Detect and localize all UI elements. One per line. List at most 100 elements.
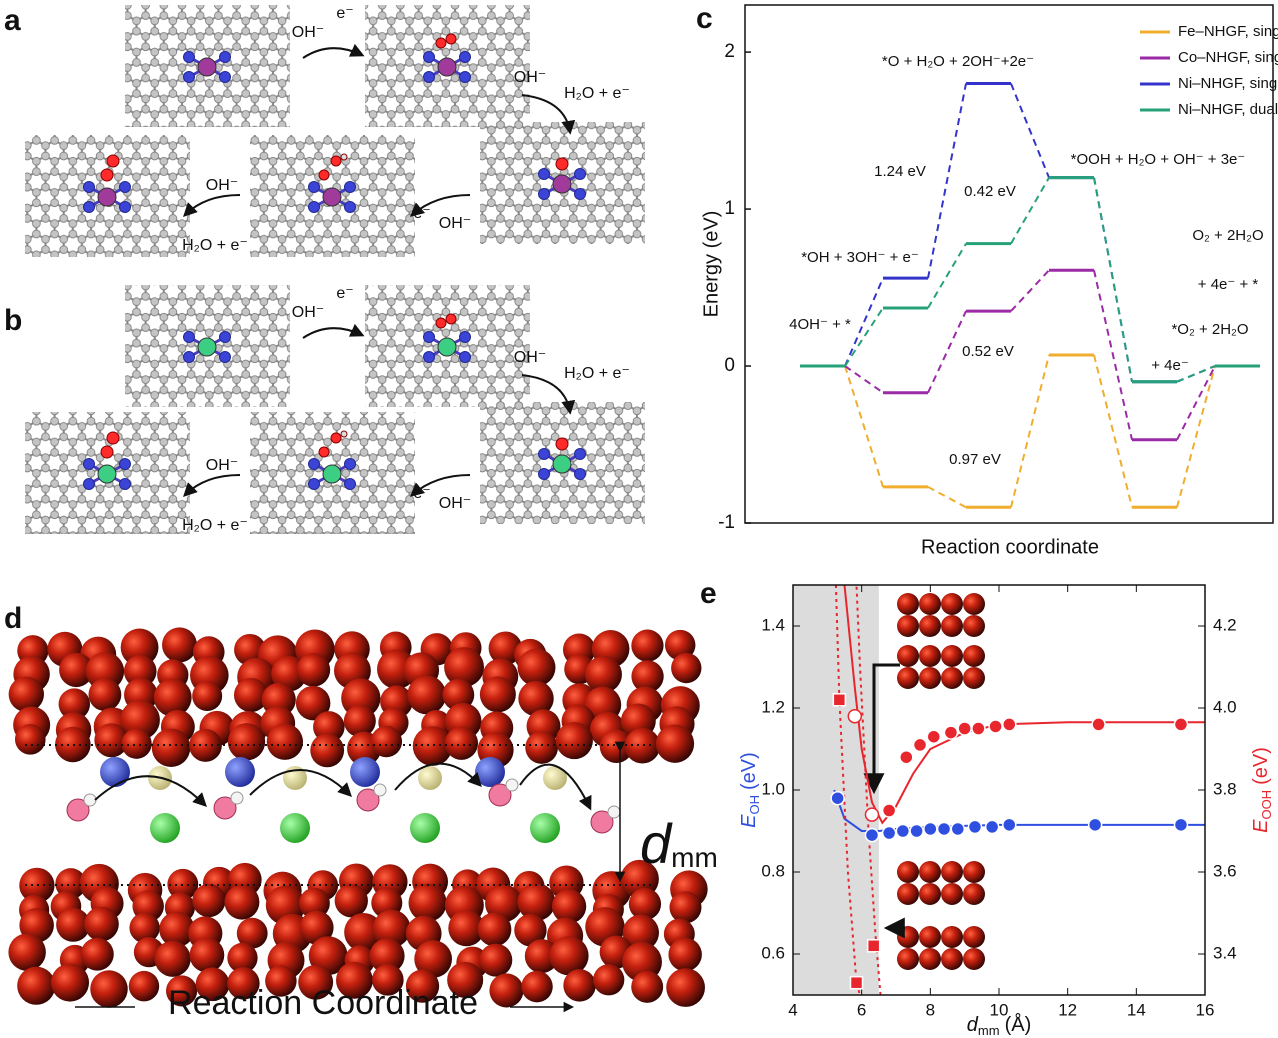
atom [622,914,660,951]
atom [90,970,128,1008]
n-atom [459,51,471,63]
atom [444,647,485,688]
atom [83,793,97,807]
atom [225,757,255,787]
connector [1176,365,1216,441]
atom [655,724,695,763]
distance-label: dmm [640,812,718,875]
x-tick-label: 6 [857,1000,866,1019]
atom [963,667,985,689]
atom [154,940,191,977]
atom [373,783,387,797]
arrow [183,194,241,217]
reaction-label: e⁻ [336,5,353,22]
atom [84,906,119,942]
barrier-label: 0.97 eV [949,451,1001,468]
atom [447,961,484,998]
n-atom [219,351,231,363]
barrier-label: 1.24 eV [874,163,926,180]
atom [412,726,453,766]
atom [555,722,593,760]
n-atom [344,458,356,470]
atom [897,948,919,970]
connector [1010,354,1050,508]
atom [407,675,447,715]
panel-label: d [4,602,22,635]
atom [941,667,963,689]
n-atom [219,71,231,83]
connector [1176,365,1216,383]
connector [1093,270,1133,441]
atom [941,645,963,667]
metal-atom [437,57,457,77]
panel-label: a [4,4,21,37]
caption: Reaction Coordinate [168,984,478,1022]
atom [919,861,941,883]
atom [563,969,596,1002]
atom [418,766,442,790]
atom [280,813,310,843]
adsorbate-atom [435,37,447,49]
n-atom [344,181,356,193]
atom [55,726,91,763]
atom [85,652,125,691]
n-atom [119,181,131,193]
step-label: *OH + 3OH⁻ + e⁻ [801,249,919,266]
arrow [409,474,471,497]
point [909,823,924,839]
unit: (Å) [1005,1013,1032,1036]
atom [123,654,157,688]
connector [927,83,967,279]
y-tick-label: 1.2 [761,697,785,716]
arrow [521,374,576,415]
n-atom [183,71,195,83]
connector [1093,177,1133,382]
point [971,721,986,736]
n-atom [83,478,95,490]
atom [372,909,411,948]
atom [525,731,559,764]
atom [227,942,258,974]
atom [631,629,664,662]
subscript: OOH [1259,790,1274,820]
atom [514,914,547,947]
adsorbate-atom [318,169,330,181]
step-label: + 4e⁻ [1151,357,1189,374]
point [895,823,911,839]
connector [844,365,884,488]
n-atom [574,188,586,200]
atom [479,943,513,977]
atom [593,964,625,996]
connector [927,310,967,394]
reaction-label: OH⁻ [514,349,546,366]
atom [370,725,403,758]
n-atom [119,201,131,213]
x-tick-label: 8 [926,1000,935,1019]
adsorbate-atom [340,430,348,438]
legend-label: Ni–NHGF, single site [1178,75,1278,92]
subscript: OH [747,795,762,815]
atom [128,970,160,1002]
atom [350,757,380,787]
atom [166,975,198,1007]
atom [296,653,331,687]
point [936,821,952,837]
atom [189,937,225,973]
reaction-arrows [183,43,576,497]
point [943,725,959,740]
atom [213,796,237,820]
x-tick-label: 12 [1058,1000,1077,1019]
reaction-label: e⁻ [336,285,353,302]
connector [1093,177,1133,382]
atom [120,700,160,740]
adsorbate-atom [445,313,457,325]
atom [230,791,244,805]
symbol: E [1250,819,1272,833]
atom [310,733,345,768]
y2-tick-label: 4.0 [1213,697,1237,716]
atom [963,645,985,667]
y2-axis-label: EOOH (eV) [1250,747,1274,833]
atom [224,884,260,920]
atom [153,678,192,717]
